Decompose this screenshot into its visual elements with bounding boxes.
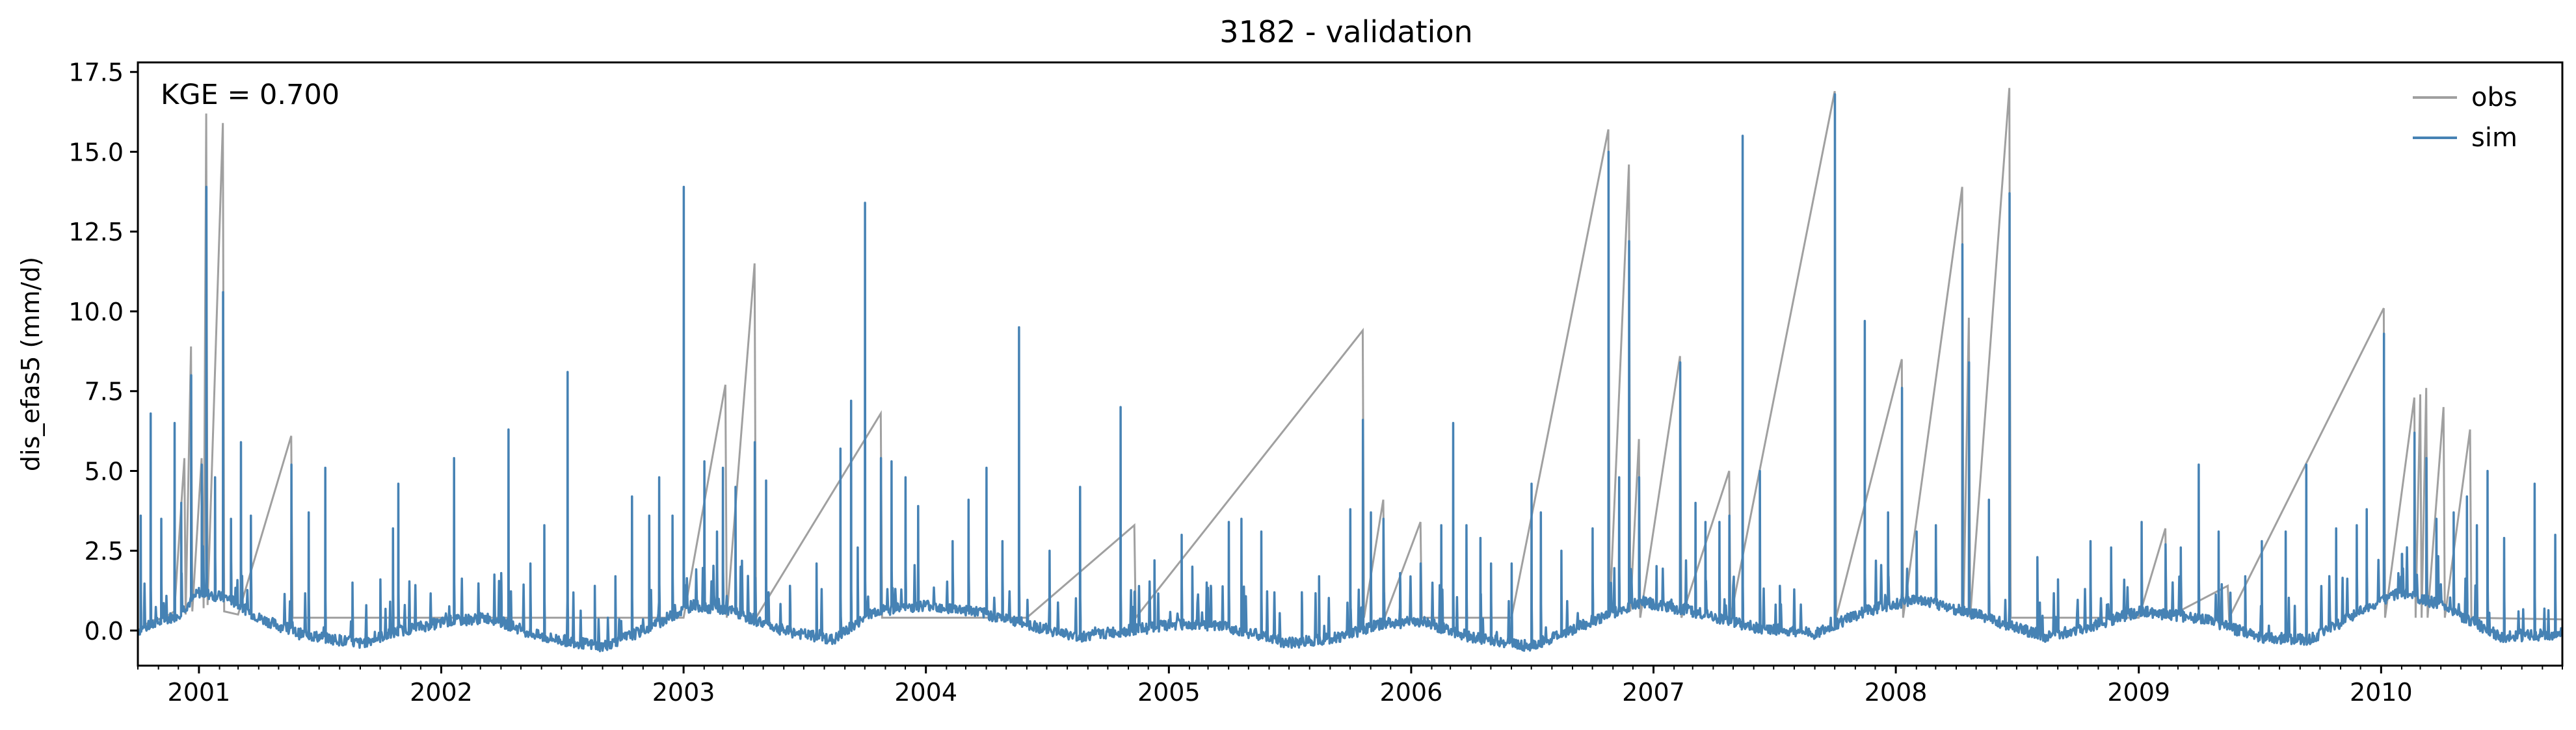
y-tick-label: 10.0: [68, 298, 124, 326]
x-tick-label: 2004: [894, 678, 957, 707]
x-tick-label: 2002: [410, 678, 473, 707]
x-tick-label: 2005: [1137, 678, 1201, 707]
y-tick-label: 0.0: [85, 617, 124, 645]
x-tick-label: 2006: [1380, 678, 1443, 707]
kge-annotation: KGE = 0.700: [161, 79, 339, 111]
legend-sim-label: sim: [2471, 123, 2517, 153]
x-tick-label: 2009: [2107, 678, 2170, 707]
legend-obs-label: obs: [2471, 83, 2517, 112]
x-tick-label: 2008: [1865, 678, 1928, 707]
y-tick-label: 7.5: [85, 378, 124, 406]
y-axis-label: dis_efas5 (mm/d): [16, 257, 45, 471]
y-tick-label: 15.0: [68, 138, 124, 166]
x-tick-label: 2010: [2350, 678, 2413, 707]
chart-title: 3182 - validation: [1219, 14, 1472, 49]
x-tick-label: 2001: [168, 678, 231, 707]
y-tick-label: 12.5: [68, 218, 124, 246]
sim-series-line: [138, 93, 2562, 653]
plot-frame: [137, 61, 2564, 667]
x-tick-label: 2007: [1622, 678, 1685, 707]
y-tick-label: 17.5: [68, 59, 124, 87]
y-tick-label: 2.5: [85, 537, 124, 566]
legend: obs sim: [2413, 83, 2517, 153]
y-tick-label: 5.0: [85, 457, 124, 486]
x-tick-label: 2003: [652, 678, 715, 707]
